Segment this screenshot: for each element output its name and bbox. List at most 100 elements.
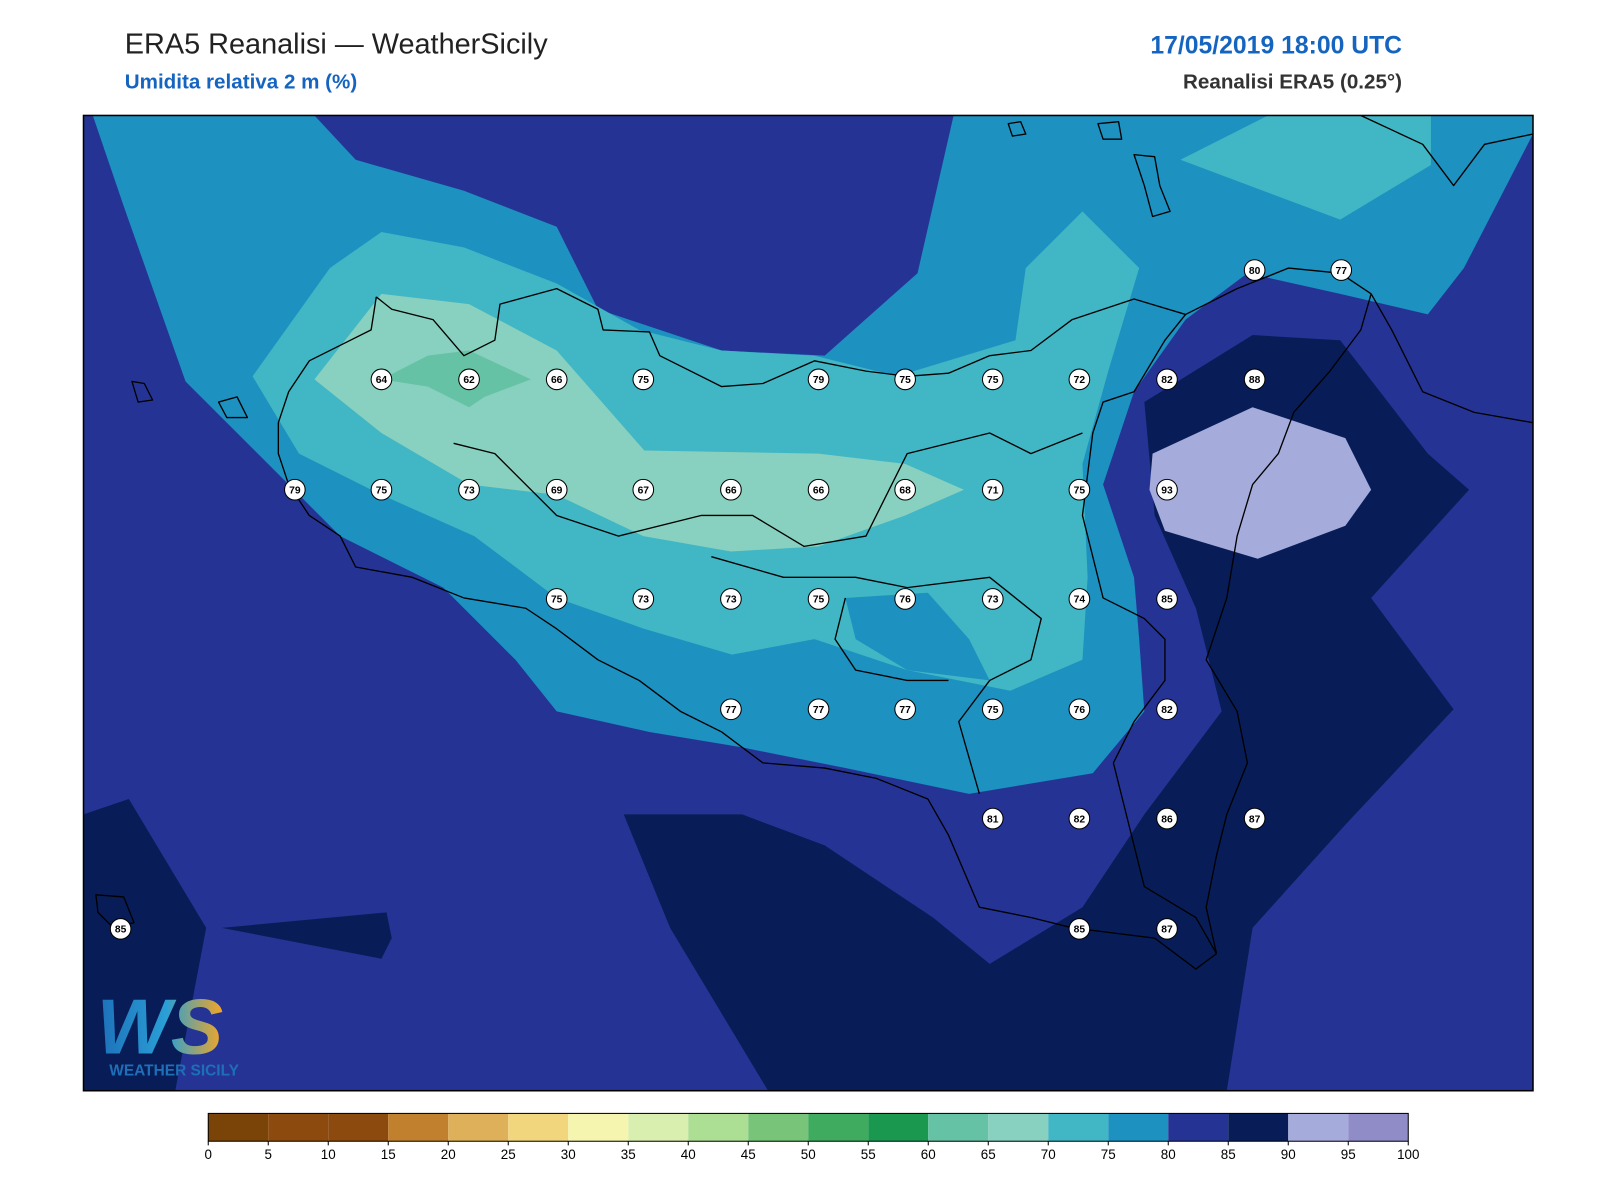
- coastline: [453, 432, 1083, 548]
- island: [131, 380, 154, 403]
- contour-fill: [1149, 407, 1372, 559]
- contour-fill: [221, 912, 392, 959]
- station-value: 82: [1161, 705, 1173, 716]
- colorbar-swatch: [208, 1113, 269, 1142]
- colorbar-tick-label: 50: [801, 1147, 816, 1162]
- station-value: 64: [376, 375, 388, 386]
- colorbar-swatch: [1108, 1113, 1169, 1142]
- coastline: [1081, 314, 1218, 954]
- station-value: 67: [638, 485, 650, 496]
- colorbar: 0 5 10 15 20 25 30 35 40 45 50 55 60 65 70 75 80 85 90 95 10…: [205, 1112, 1419, 1162]
- station-value: 66: [813, 485, 825, 496]
- station-marker: [458, 368, 480, 391]
- station-value: 75: [987, 375, 999, 386]
- contour-fill: [83, 798, 207, 1091]
- station-value: 68: [899, 485, 911, 496]
- colorbar-tick-label: 65: [981, 1147, 996, 1162]
- contour-fill: [381, 350, 531, 408]
- station-marker: [458, 478, 480, 501]
- station-marker: [1243, 259, 1266, 281]
- colorbar-swatch: [388, 1113, 449, 1142]
- colorbar-swatch: [808, 1113, 869, 1142]
- island: [1097, 120, 1123, 140]
- station-marker: [807, 478, 830, 501]
- station-marker: [632, 478, 655, 501]
- colorbar-swatch: [1348, 1113, 1409, 1142]
- station-marker: [1068, 588, 1091, 610]
- datetime: 17/05/2019 18:00 UTC: [1150, 33, 1402, 60]
- colorbar-swatch: [1228, 1113, 1289, 1142]
- colorbar-tick-label: 5: [265, 1147, 272, 1162]
- logo-mark: WS: [97, 983, 223, 1071]
- colorbar-swatch: [268, 1113, 329, 1142]
- island: [1007, 120, 1027, 137]
- station-value: 85: [1161, 595, 1173, 606]
- station-marker: [1243, 368, 1266, 391]
- station-marker: [1330, 259, 1353, 281]
- station-marker: [1156, 918, 1178, 940]
- station-value: 93: [1161, 485, 1173, 496]
- station-marker: [720, 478, 742, 501]
- colorbar-tick-label: 30: [561, 1147, 576, 1162]
- station-marker: [1068, 478, 1091, 501]
- station-value: 74: [1074, 595, 1086, 606]
- station-value: 71: [987, 485, 999, 496]
- station-value: 85: [115, 925, 127, 936]
- station-value: 72: [1074, 375, 1086, 386]
- station-marker: [1156, 588, 1178, 610]
- station-value: 77: [899, 705, 911, 716]
- colorbar-tick-label: 100: [1397, 1147, 1419, 1162]
- logo-text: WEATHER SICILY: [109, 1062, 239, 1079]
- station-value: 66: [725, 485, 737, 496]
- colorbar-tick-label: 60: [921, 1147, 936, 1162]
- station-value: 75: [899, 375, 911, 386]
- map-frame: [82, 114, 1534, 1092]
- station-marker: [981, 807, 1004, 830]
- station-value: 79: [813, 375, 825, 386]
- coastline: [277, 296, 1217, 970]
- station-marker: [894, 478, 916, 501]
- station-value: 73: [638, 595, 650, 606]
- coastline: [834, 597, 949, 682]
- colorbar-tick-label: 25: [501, 1147, 516, 1162]
- station-marker: [894, 368, 916, 391]
- station-value: 77: [813, 705, 825, 716]
- station-value: 75: [987, 705, 999, 716]
- station-marker: [1068, 918, 1091, 940]
- colorbar-tick-label: 0: [205, 1147, 212, 1162]
- colorbar-swatch: [1288, 1113, 1349, 1142]
- station-value: 75: [551, 595, 563, 606]
- station-value: 76: [899, 595, 911, 606]
- station-value: 69: [551, 485, 563, 496]
- colorbar-swatch: [988, 1113, 1049, 1142]
- station-marker: [545, 368, 568, 391]
- colorbar-swatch: [328, 1113, 389, 1142]
- station-value: 81: [987, 814, 999, 825]
- station-marker: [545, 478, 568, 501]
- station-marker: [1156, 807, 1178, 830]
- station-marker: [981, 698, 1004, 721]
- station-value: 75: [638, 375, 650, 386]
- station-value: 82: [1161, 375, 1173, 386]
- coastline: [711, 556, 1042, 794]
- coastline: [1360, 115, 1533, 187]
- map: [83, 115, 1533, 1091]
- station-value: 62: [463, 375, 475, 386]
- title: ERA5 Reanalisi — WeatherSicily: [125, 29, 548, 61]
- station-marker: [1156, 478, 1178, 501]
- station-value: 88: [1249, 375, 1261, 386]
- contour-fill: [845, 592, 990, 681]
- logo: WS WEATHER SICILY: [97, 983, 240, 1080]
- colorbar-tick-label: 95: [1341, 1147, 1356, 1162]
- station-marker: [1156, 698, 1178, 721]
- station-marker: [370, 478, 393, 501]
- island: [217, 396, 249, 419]
- station-marker: [1068, 807, 1091, 830]
- colorbar-swatch: [508, 1113, 569, 1142]
- station-value: 85: [1074, 925, 1086, 936]
- colorbar-swatch: [568, 1113, 629, 1142]
- colorbar-tick-label: 40: [681, 1147, 696, 1162]
- colorbar-swatch: [628, 1113, 689, 1142]
- colorbar-tick-label: 80: [1161, 1147, 1176, 1162]
